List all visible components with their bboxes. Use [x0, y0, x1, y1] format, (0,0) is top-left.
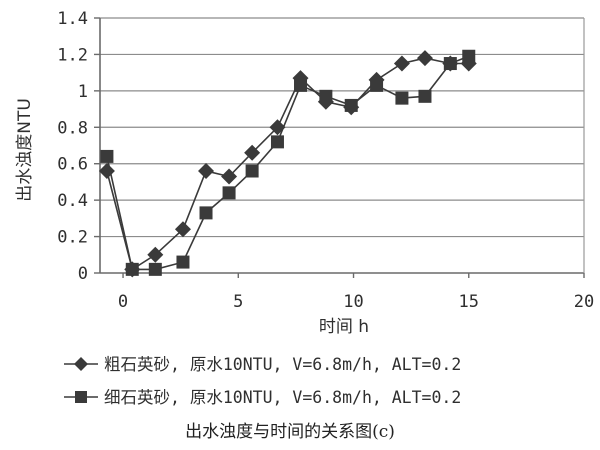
series-1-point [393, 55, 410, 72]
y-tick-label: 0.4 [57, 191, 88, 211]
series-1-point [174, 221, 191, 238]
x-tick-label: 5 [233, 292, 243, 312]
series-2-line [106, 55, 470, 271]
series-2-point [370, 78, 384, 92]
series-2-point [344, 98, 358, 112]
y-tick-label: 0 [78, 264, 88, 284]
y-tick-labels: 0 0.2 0.4 0.6 0.8 1 1.2 1.4 [57, 9, 100, 284]
x-tick-labels: 0 5 10 15 20 [118, 273, 594, 312]
x-tick-label: 20 [574, 292, 594, 312]
series-2-point [125, 262, 139, 276]
series-1-point [416, 50, 433, 67]
grid-lines [100, 17, 584, 238]
y-tick-label: 0.6 [57, 155, 88, 175]
y-tick-label: 1.4 [57, 9, 88, 29]
legend-label-series-1: 粗石英砂, 原水10NTU, V=6.8m/h, ALT=0.2 [104, 355, 461, 374]
series [98, 49, 477, 278]
series-1-point [244, 144, 261, 161]
series-2-point [395, 91, 409, 105]
series-2-point [176, 255, 190, 269]
y-tick-label: 0.2 [57, 228, 88, 248]
x-tick-label: 15 [459, 292, 479, 312]
x-axis-title: 时间 h [319, 317, 369, 337]
series-2-point [294, 78, 308, 92]
series-2 [100, 49, 476, 276]
y-tick-label: 0.8 [57, 118, 88, 138]
legend-label-series-2: 细石英砂, 原水10NTU, V=6.8m/h, ALT=0.2 [104, 388, 461, 407]
series-1-point [147, 246, 164, 263]
y-axis-title: 出水浊度NTU [15, 98, 35, 202]
series-2-point [270, 135, 284, 149]
axes [99, 18, 585, 274]
y-tick-label: 1.2 [57, 45, 88, 65]
legend-marker-square [75, 391, 87, 403]
x-tick-label: 0 [118, 292, 128, 312]
legend-marker-diamond [74, 357, 88, 371]
series-1-point [269, 119, 286, 136]
series-2-point [222, 186, 236, 200]
series-1-point [221, 168, 238, 185]
legend-item-series-1: 粗石英砂, 原水10NTU, V=6.8m/h, ALT=0.2 [64, 355, 461, 374]
series-1-point [98, 163, 115, 179]
series-1-line [106, 57, 469, 271]
series-2-point [319, 89, 333, 103]
series-2-point [245, 164, 259, 178]
legend: 粗石英砂, 原水10NTU, V=6.8m/h, ALT=0.2 细石英砂, 原… [64, 355, 461, 407]
figure-caption: 出水浊度与时间的关系图(c) [185, 422, 395, 442]
x-tick-label: 10 [343, 292, 363, 312]
series-2-point [199, 206, 213, 220]
series-2-point [100, 149, 114, 163]
legend-item-series-2: 细石英砂, 原水10NTU, V=6.8m/h, ALT=0.2 [64, 388, 461, 407]
series-2-point [443, 57, 457, 71]
series-1-point [198, 163, 215, 179]
y-tick-label: 1 [78, 82, 88, 102]
series-2-point [418, 89, 432, 103]
series-2-point [148, 262, 162, 276]
series-2-point [462, 49, 476, 63]
